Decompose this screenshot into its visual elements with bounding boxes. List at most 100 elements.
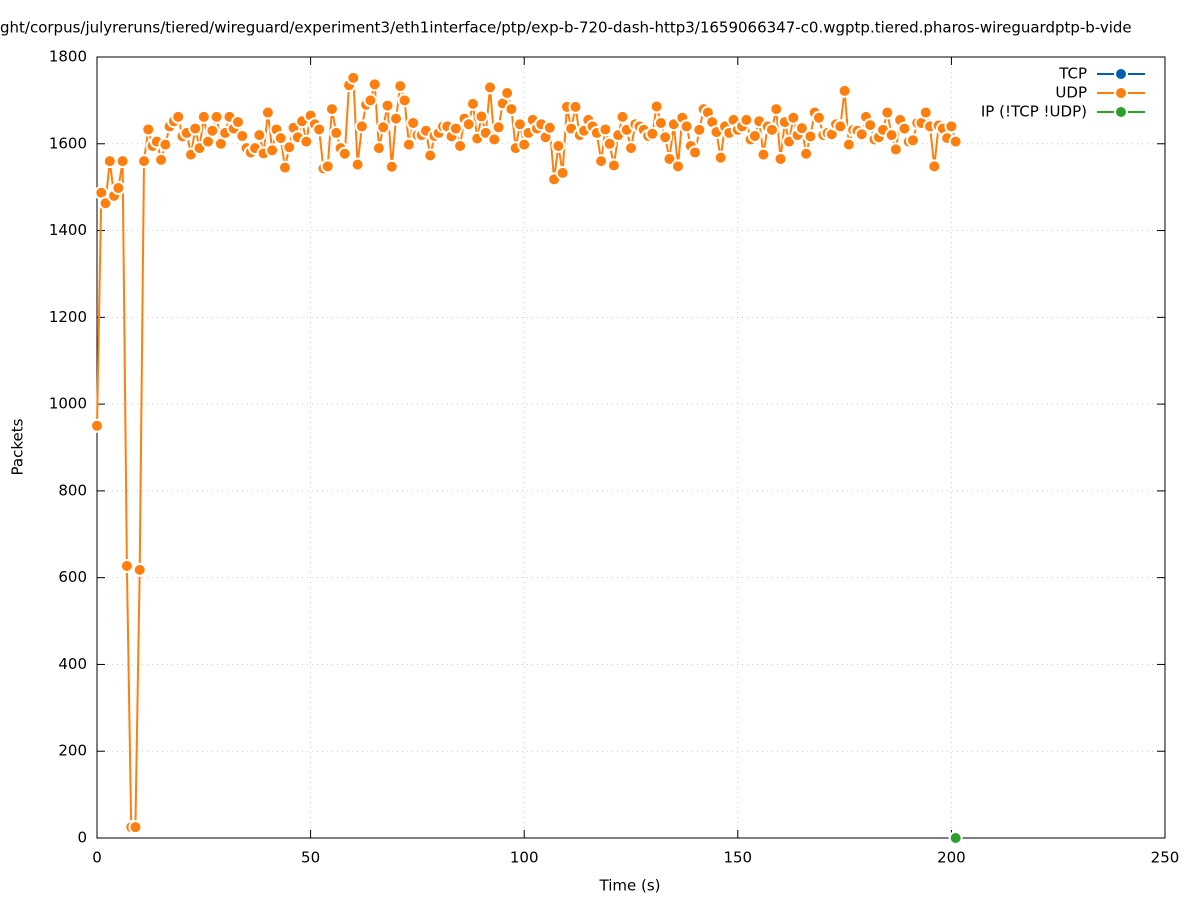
data-point <box>606 158 621 173</box>
data-point <box>568 99 583 114</box>
data-point <box>346 70 361 85</box>
data-point <box>854 127 869 142</box>
y-tick-label: 800 <box>58 481 87 499</box>
data-point <box>888 142 903 157</box>
data-point <box>363 93 378 108</box>
data-point <box>230 115 245 130</box>
data-point <box>376 120 391 135</box>
data-point <box>764 122 779 137</box>
legend-marker <box>1114 86 1128 100</box>
x-axis-label: Time (s) <box>599 877 661 895</box>
data-point <box>474 109 489 124</box>
data-point <box>880 105 895 120</box>
data-point <box>649 99 664 114</box>
data-point <box>918 105 933 120</box>
data-point <box>406 115 421 130</box>
data-point <box>927 159 942 174</box>
y-tick-label: 400 <box>58 655 87 673</box>
data-point <box>465 96 480 111</box>
data-point <box>423 148 438 163</box>
data-point <box>329 125 344 140</box>
data-point <box>312 122 327 137</box>
data-point <box>235 128 250 143</box>
data-point <box>115 154 130 169</box>
data-point <box>863 118 878 133</box>
x-tick-label: 200 <box>937 849 966 867</box>
data-point <box>551 138 566 153</box>
data-point <box>811 110 826 125</box>
data-point <box>500 86 515 101</box>
data-point <box>602 136 617 151</box>
data-point <box>487 132 502 147</box>
y-tick-label: 200 <box>58 742 87 760</box>
data-point <box>841 137 856 152</box>
y-tick-label: 600 <box>58 568 87 586</box>
data-point <box>512 117 527 132</box>
data-point <box>205 123 220 138</box>
data-point <box>948 831 963 845</box>
data-point <box>461 117 476 132</box>
data-point <box>542 120 557 135</box>
data-point <box>102 154 117 169</box>
data-point <box>252 128 267 143</box>
data-point <box>188 121 203 136</box>
data-point <box>713 150 728 165</box>
data-point <box>380 98 395 113</box>
legend-marker <box>1114 67 1128 81</box>
legend-label: IP (!TCP !UDP) <box>981 103 1087 121</box>
data-point <box>948 134 963 149</box>
data-point <box>371 141 386 156</box>
data-point <box>670 159 685 174</box>
data-point <box>141 122 156 137</box>
data-point <box>119 558 134 573</box>
x-tick-label: 0 <box>92 849 102 867</box>
data-point <box>594 154 609 169</box>
y-axis-label: Packets <box>9 418 27 475</box>
legend-label: TCP <box>1058 65 1087 83</box>
data-point <box>747 128 762 143</box>
data-point <box>769 102 784 117</box>
data-point <box>786 110 801 125</box>
data-point <box>277 160 292 175</box>
y-tick-label: 1400 <box>49 221 87 239</box>
data-point <box>833 119 848 134</box>
data-point <box>260 105 275 120</box>
data-point <box>739 112 754 127</box>
data-point <box>756 147 771 162</box>
data-point <box>384 159 399 174</box>
data-point <box>158 137 173 152</box>
data-point <box>337 146 352 161</box>
data-point <box>624 141 638 156</box>
data-point <box>615 109 630 124</box>
y-tick-label: 1000 <box>49 395 87 413</box>
data-point <box>265 143 280 158</box>
data-point <box>171 109 186 124</box>
data-point <box>803 129 818 144</box>
plot-border <box>96 56 1166 839</box>
data-point <box>688 145 703 160</box>
data-point <box>389 111 404 126</box>
data-point <box>483 80 498 95</box>
data-point <box>320 159 335 174</box>
data-point <box>111 181 126 196</box>
data-point <box>773 151 788 166</box>
data-point <box>837 83 852 98</box>
data-point <box>196 109 211 124</box>
data-point <box>555 165 570 180</box>
data-point <box>98 196 113 211</box>
data-point <box>209 109 224 124</box>
data-point <box>367 77 382 92</box>
y-tick-label: 1600 <box>49 134 87 152</box>
data-point <box>517 137 532 152</box>
legend-label: UDP <box>1055 84 1087 102</box>
data-point <box>653 115 668 130</box>
data-point <box>905 133 920 148</box>
data-point <box>90 418 104 433</box>
data-point <box>598 122 613 137</box>
data-point <box>282 140 297 155</box>
data-point <box>944 119 959 134</box>
data-point <box>658 130 673 145</box>
data-point <box>491 120 506 135</box>
data-point <box>132 562 147 577</box>
data-point <box>645 126 660 141</box>
